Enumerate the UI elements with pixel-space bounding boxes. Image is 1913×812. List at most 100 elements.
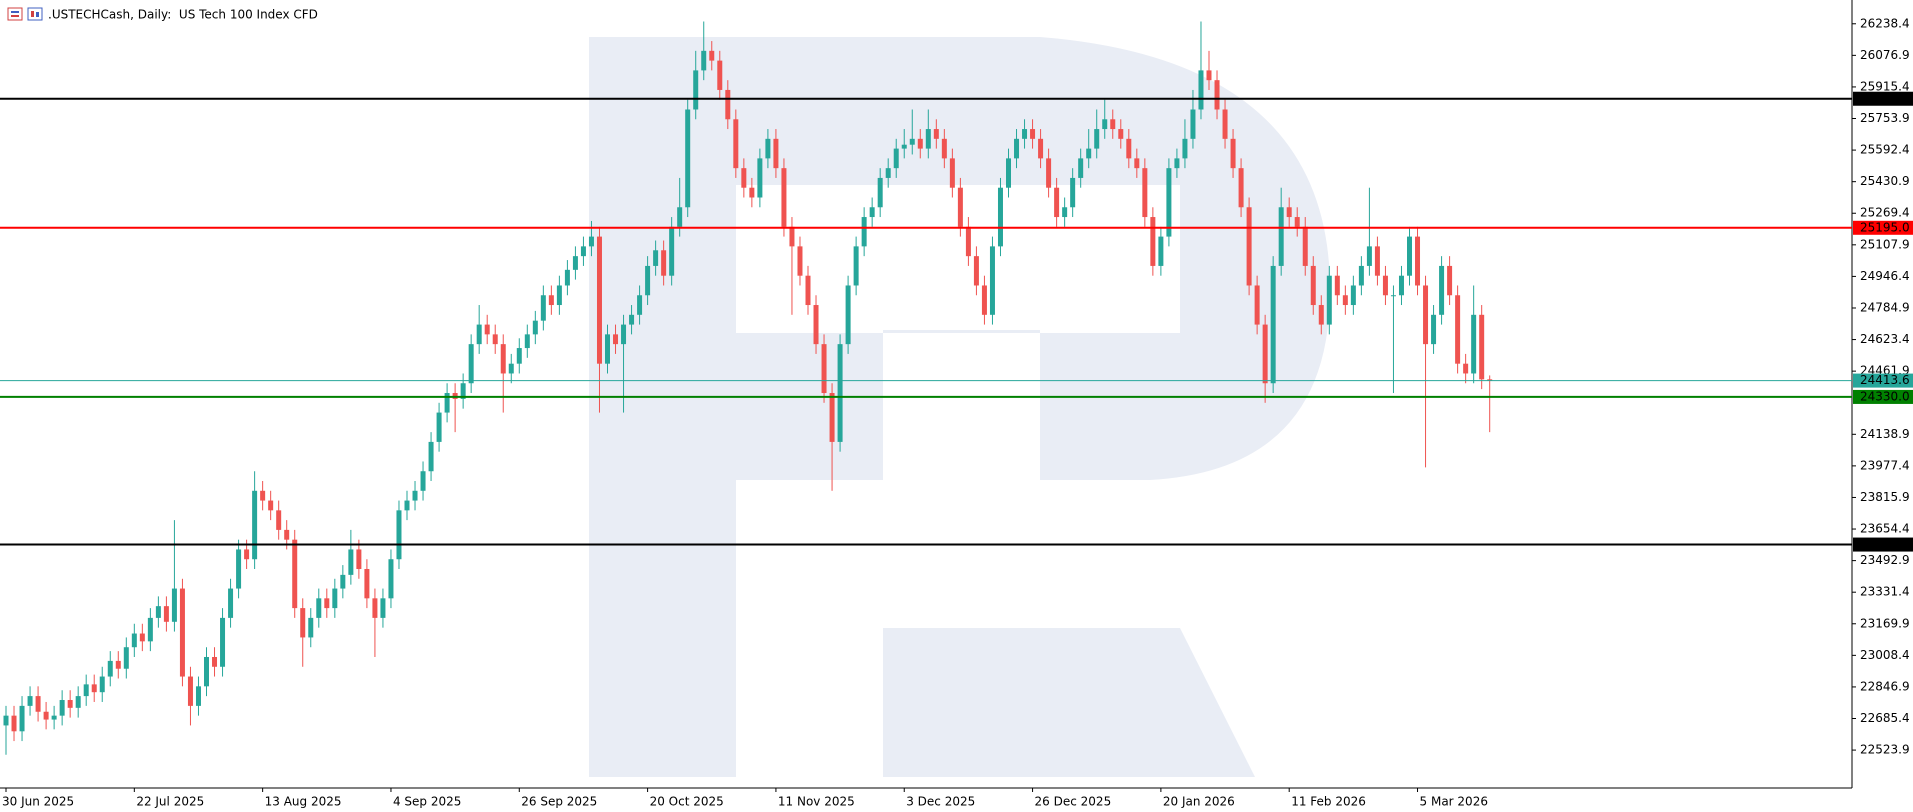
candle-body — [1030, 129, 1036, 139]
candle-body — [372, 598, 378, 618]
candle-body — [749, 187, 755, 198]
candle-body — [709, 50, 715, 61]
y-tick-label: 23169.9 — [1860, 616, 1910, 630]
y-tick-label: 25753.9 — [1860, 111, 1910, 125]
y-tick-label: 25107.9 — [1860, 237, 1910, 251]
candle-body — [941, 138, 947, 159]
candle-body — [1158, 236, 1164, 266]
candle-body — [500, 344, 506, 374]
candle-body — [1286, 207, 1292, 218]
y-tick-label: 23008.4 — [1860, 648, 1910, 662]
candle-body — [1238, 168, 1244, 208]
candle-body — [59, 700, 65, 716]
candle-body — [789, 226, 795, 247]
candle-body — [516, 348, 522, 364]
candle-body — [1407, 236, 1412, 276]
candle-body — [1006, 158, 1011, 188]
candle-body — [444, 393, 450, 413]
candle-body — [917, 138, 923, 149]
candle-body — [476, 324, 482, 345]
candle-body — [837, 344, 843, 442]
watermark-r-leg — [883, 628, 1255, 777]
candle-body — [83, 684, 89, 697]
candle-body — [276, 510, 282, 530]
candle-body — [621, 324, 627, 345]
candle-body — [981, 285, 987, 315]
candle-body — [404, 500, 410, 511]
x-tick-label: 11 Feb 2026 — [1291, 795, 1366, 809]
candle-body — [19, 705, 25, 732]
y-tick-label: 24138.9 — [1860, 427, 1910, 441]
candle-body — [316, 598, 322, 618]
candle-body — [348, 549, 354, 575]
candle-body — [1110, 119, 1116, 130]
candle-body — [773, 138, 779, 169]
candle-body — [91, 684, 97, 693]
candle-body — [781, 168, 787, 227]
candle-body — [1318, 305, 1324, 325]
candle-body — [107, 660, 113, 677]
candle-body — [155, 606, 161, 618]
candle-body — [228, 588, 234, 618]
y-tick-label: 25915.4 — [1860, 79, 1910, 93]
y-tick-label: 23977.4 — [1860, 458, 1910, 472]
icon — [11, 15, 19, 17]
candle-body — [813, 305, 819, 345]
candle-body — [1334, 275, 1340, 296]
candle-body — [1374, 246, 1380, 276]
candle-body — [99, 676, 105, 693]
candle-body — [27, 696, 33, 706]
candle-body — [1062, 207, 1068, 218]
candle-body — [733, 119, 739, 169]
y-tick-label: 24623.4 — [1860, 332, 1910, 346]
candle-body — [11, 715, 17, 732]
candle-body — [1118, 129, 1124, 139]
candle-body — [292, 539, 298, 609]
candle-body — [268, 500, 274, 511]
candle-body — [572, 256, 578, 270]
candle-body — [1302, 226, 1308, 266]
candle-body — [1150, 217, 1156, 266]
candle-body — [436, 412, 442, 442]
candle-body — [717, 60, 723, 90]
candle-body — [35, 696, 41, 712]
candle-body — [1471, 314, 1477, 374]
candle-body — [1014, 138, 1020, 159]
y-tick-label: 26238.4 — [1860, 16, 1910, 30]
candle-body — [428, 441, 434, 472]
candle-body — [973, 256, 979, 286]
y-tick-label: 23492.9 — [1860, 553, 1910, 567]
icon — [11, 11, 19, 13]
candle-body — [179, 588, 185, 677]
candle-body — [1174, 158, 1180, 169]
icon — [27, 7, 43, 21]
candle-body — [187, 676, 193, 706]
candle-body — [420, 471, 426, 491]
y-tick-label: 24946.4 — [1860, 269, 1910, 283]
candle-body — [139, 633, 145, 642]
candle-body — [244, 549, 250, 560]
y-tick-label: 25592.4 — [1860, 143, 1910, 157]
candle-body — [580, 246, 586, 257]
candle-body — [1206, 70, 1212, 81]
candle-body — [1278, 207, 1284, 266]
level-label-box — [1853, 389, 1913, 404]
candle-body — [885, 168, 891, 178]
candle-body — [1431, 314, 1437, 345]
candle-body — [1038, 138, 1044, 159]
candle-body — [1094, 129, 1100, 149]
candle-body — [252, 490, 258, 560]
candle-body — [131, 633, 137, 648]
candle-body — [1455, 295, 1461, 364]
y-tick-label: 26076.9 — [1860, 48, 1910, 62]
watermark-r-top — [589, 37, 1330, 777]
candle-body — [508, 363, 514, 374]
candle-body — [845, 285, 851, 345]
candle-body — [1054, 187, 1060, 218]
level-label: 25855.0 — [1860, 91, 1910, 105]
candle-body — [532, 320, 538, 335]
candle-body — [492, 334, 498, 345]
candle-body — [380, 598, 386, 618]
candle-body — [1214, 80, 1220, 110]
x-tick-label: 5 Mar 2026 — [1420, 795, 1488, 809]
